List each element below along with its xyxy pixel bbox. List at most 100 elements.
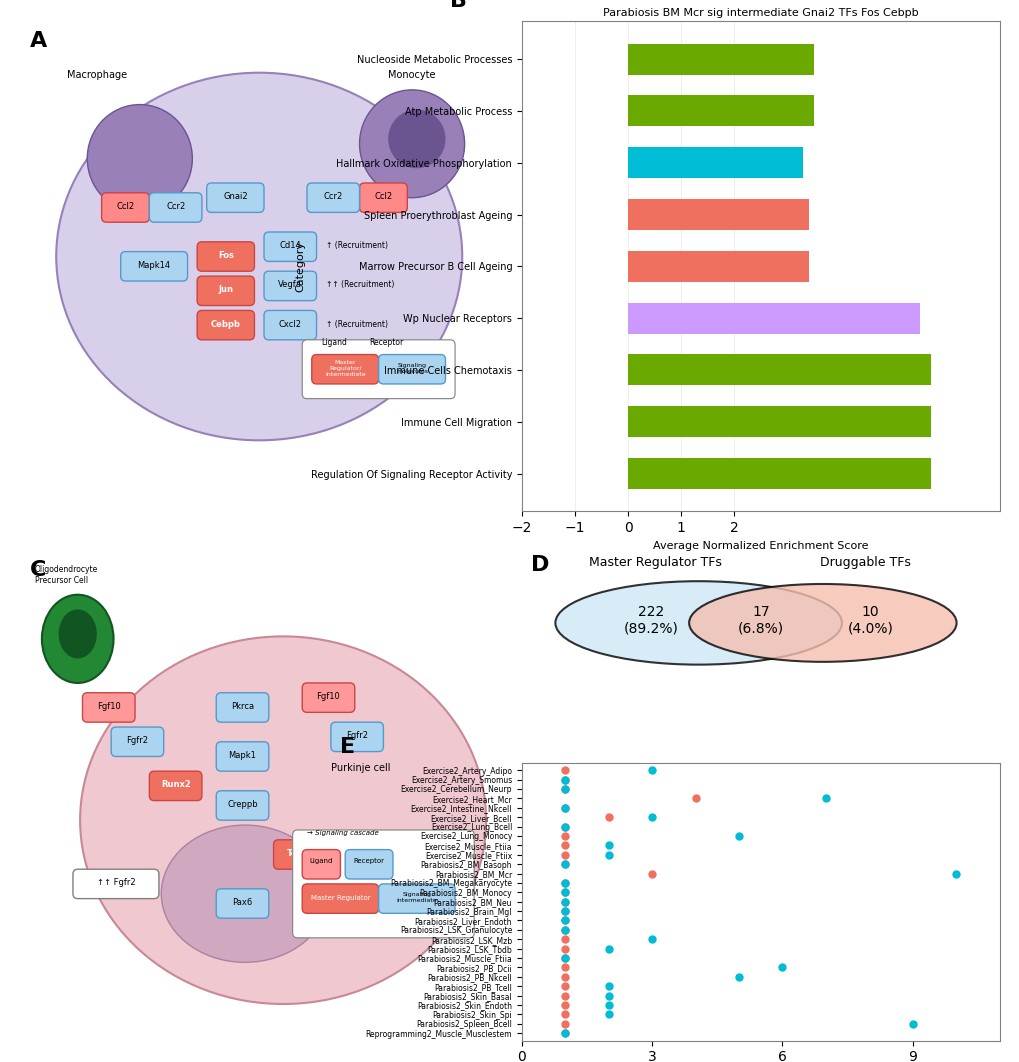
Text: Pax6: Pax6 <box>232 898 253 907</box>
Y-axis label: Category: Category <box>294 241 305 292</box>
Text: Receptor: Receptor <box>354 858 384 864</box>
Text: Signaling
molecules: Signaling molecules <box>395 363 428 374</box>
FancyBboxPatch shape <box>273 840 326 869</box>
Undruggable <box>556 771 573 788</box>
Bar <box>628 251 808 281</box>
Text: Ccl2: Ccl2 <box>116 202 135 211</box>
FancyBboxPatch shape <box>120 252 187 281</box>
Text: Ligand: Ligand <box>321 338 346 346</box>
Bar <box>628 406 929 438</box>
Undruggable <box>600 996 616 1013</box>
Text: Cxcl2: Cxcl2 <box>278 320 302 328</box>
Text: Purkinje cell: Purkinje cell <box>330 764 390 773</box>
FancyBboxPatch shape <box>102 193 149 222</box>
FancyBboxPatch shape <box>378 884 454 913</box>
Druggable <box>556 761 573 778</box>
Text: ↑ (Recruitment): ↑ (Recruitment) <box>326 241 387 251</box>
Text: Jun: Jun <box>218 286 233 294</box>
Bar <box>628 355 929 386</box>
Druggable <box>556 1006 573 1023</box>
Undruggable <box>556 903 573 920</box>
Undruggable <box>643 930 659 947</box>
Undruggable <box>556 818 573 835</box>
Undruggable <box>556 912 573 929</box>
FancyBboxPatch shape <box>197 242 254 271</box>
Druggable <box>556 800 573 817</box>
Druggable <box>556 827 573 844</box>
Undruggable <box>556 874 573 891</box>
Bar <box>628 44 813 74</box>
Text: 17
(6.8%): 17 (6.8%) <box>737 605 783 635</box>
Text: Master Regulator: Master Regulator <box>311 894 370 901</box>
X-axis label: Average Normalized Enrichment Score: Average Normalized Enrichment Score <box>652 541 867 551</box>
Druggable <box>643 866 659 883</box>
Ellipse shape <box>161 825 328 962</box>
Text: Cd14: Cd14 <box>279 241 301 251</box>
Text: 222
(89.2%): 222 (89.2%) <box>623 605 678 635</box>
Bar <box>628 96 813 126</box>
Text: Ccr2: Ccr2 <box>166 202 185 211</box>
FancyBboxPatch shape <box>359 183 407 212</box>
FancyBboxPatch shape <box>312 355 378 384</box>
Druggable <box>556 978 573 995</box>
FancyBboxPatch shape <box>307 183 359 212</box>
FancyBboxPatch shape <box>302 683 355 713</box>
FancyBboxPatch shape <box>197 310 254 340</box>
Druggable <box>556 1025 573 1042</box>
Text: Creppb: Creppb <box>227 800 258 809</box>
Druggable <box>687 790 703 807</box>
FancyBboxPatch shape <box>149 193 202 222</box>
Text: → Signaling cascade: → Signaling cascade <box>307 829 378 836</box>
Undruggable <box>556 781 573 798</box>
Undruggable <box>643 808 659 825</box>
Undruggable <box>643 761 659 778</box>
Text: Master Regulator TFs: Master Regulator TFs <box>589 556 721 569</box>
Text: Fgf10: Fgf10 <box>97 702 120 710</box>
Undruggable <box>556 949 573 966</box>
FancyBboxPatch shape <box>216 889 269 919</box>
Text: ↑↑ (Recruitment): ↑↑ (Recruitment) <box>326 280 394 290</box>
FancyBboxPatch shape <box>83 692 135 722</box>
Undruggable <box>773 959 790 976</box>
Text: Ccl2: Ccl2 <box>374 192 392 201</box>
Druggable <box>556 874 573 891</box>
Druggable <box>556 1015 573 1032</box>
Druggable <box>556 988 573 1005</box>
Text: Druggable TFs: Druggable TFs <box>819 556 910 569</box>
FancyBboxPatch shape <box>302 884 378 913</box>
Text: Oligodendrocyte
Precursor Cell: Oligodendrocyte Precursor Cell <box>35 565 98 585</box>
Text: Mapk1: Mapk1 <box>228 751 256 760</box>
Undruggable <box>556 893 573 910</box>
Undruggable <box>947 866 963 883</box>
Druggable <box>556 903 573 920</box>
Text: Signaling
intermediate: Signaling intermediate <box>396 892 437 903</box>
Druggable <box>556 912 573 929</box>
FancyBboxPatch shape <box>330 722 383 752</box>
FancyBboxPatch shape <box>216 791 269 820</box>
Undruggable <box>556 884 573 901</box>
Text: Fgfr2: Fgfr2 <box>345 732 368 740</box>
Druggable <box>556 837 573 854</box>
Text: Vegfa: Vegfa <box>278 280 302 290</box>
Druggable <box>556 949 573 966</box>
Druggable <box>556 818 573 835</box>
Undruggable <box>731 827 747 844</box>
Text: Ccr2: Ccr2 <box>323 192 342 201</box>
Druggable <box>556 930 573 947</box>
Circle shape <box>554 581 841 665</box>
Druggable <box>556 846 573 863</box>
Text: E: E <box>340 737 356 757</box>
Bar <box>628 148 802 178</box>
Ellipse shape <box>42 595 113 683</box>
FancyBboxPatch shape <box>264 310 316 340</box>
Text: Fgfr2: Fgfr2 <box>126 736 149 746</box>
Druggable <box>600 808 616 825</box>
Title: Parabiosis BM Mcr sig intermediate Gnai2 TFs Fos Cebpb: Parabiosis BM Mcr sig intermediate Gnai2… <box>602 7 918 18</box>
Ellipse shape <box>388 109 445 168</box>
Undruggable <box>556 800 573 817</box>
Text: Macrophage: Macrophage <box>66 70 126 80</box>
Undruggable <box>600 988 616 1005</box>
FancyBboxPatch shape <box>344 850 392 879</box>
Undruggable <box>817 790 834 807</box>
Druggable <box>556 969 573 986</box>
